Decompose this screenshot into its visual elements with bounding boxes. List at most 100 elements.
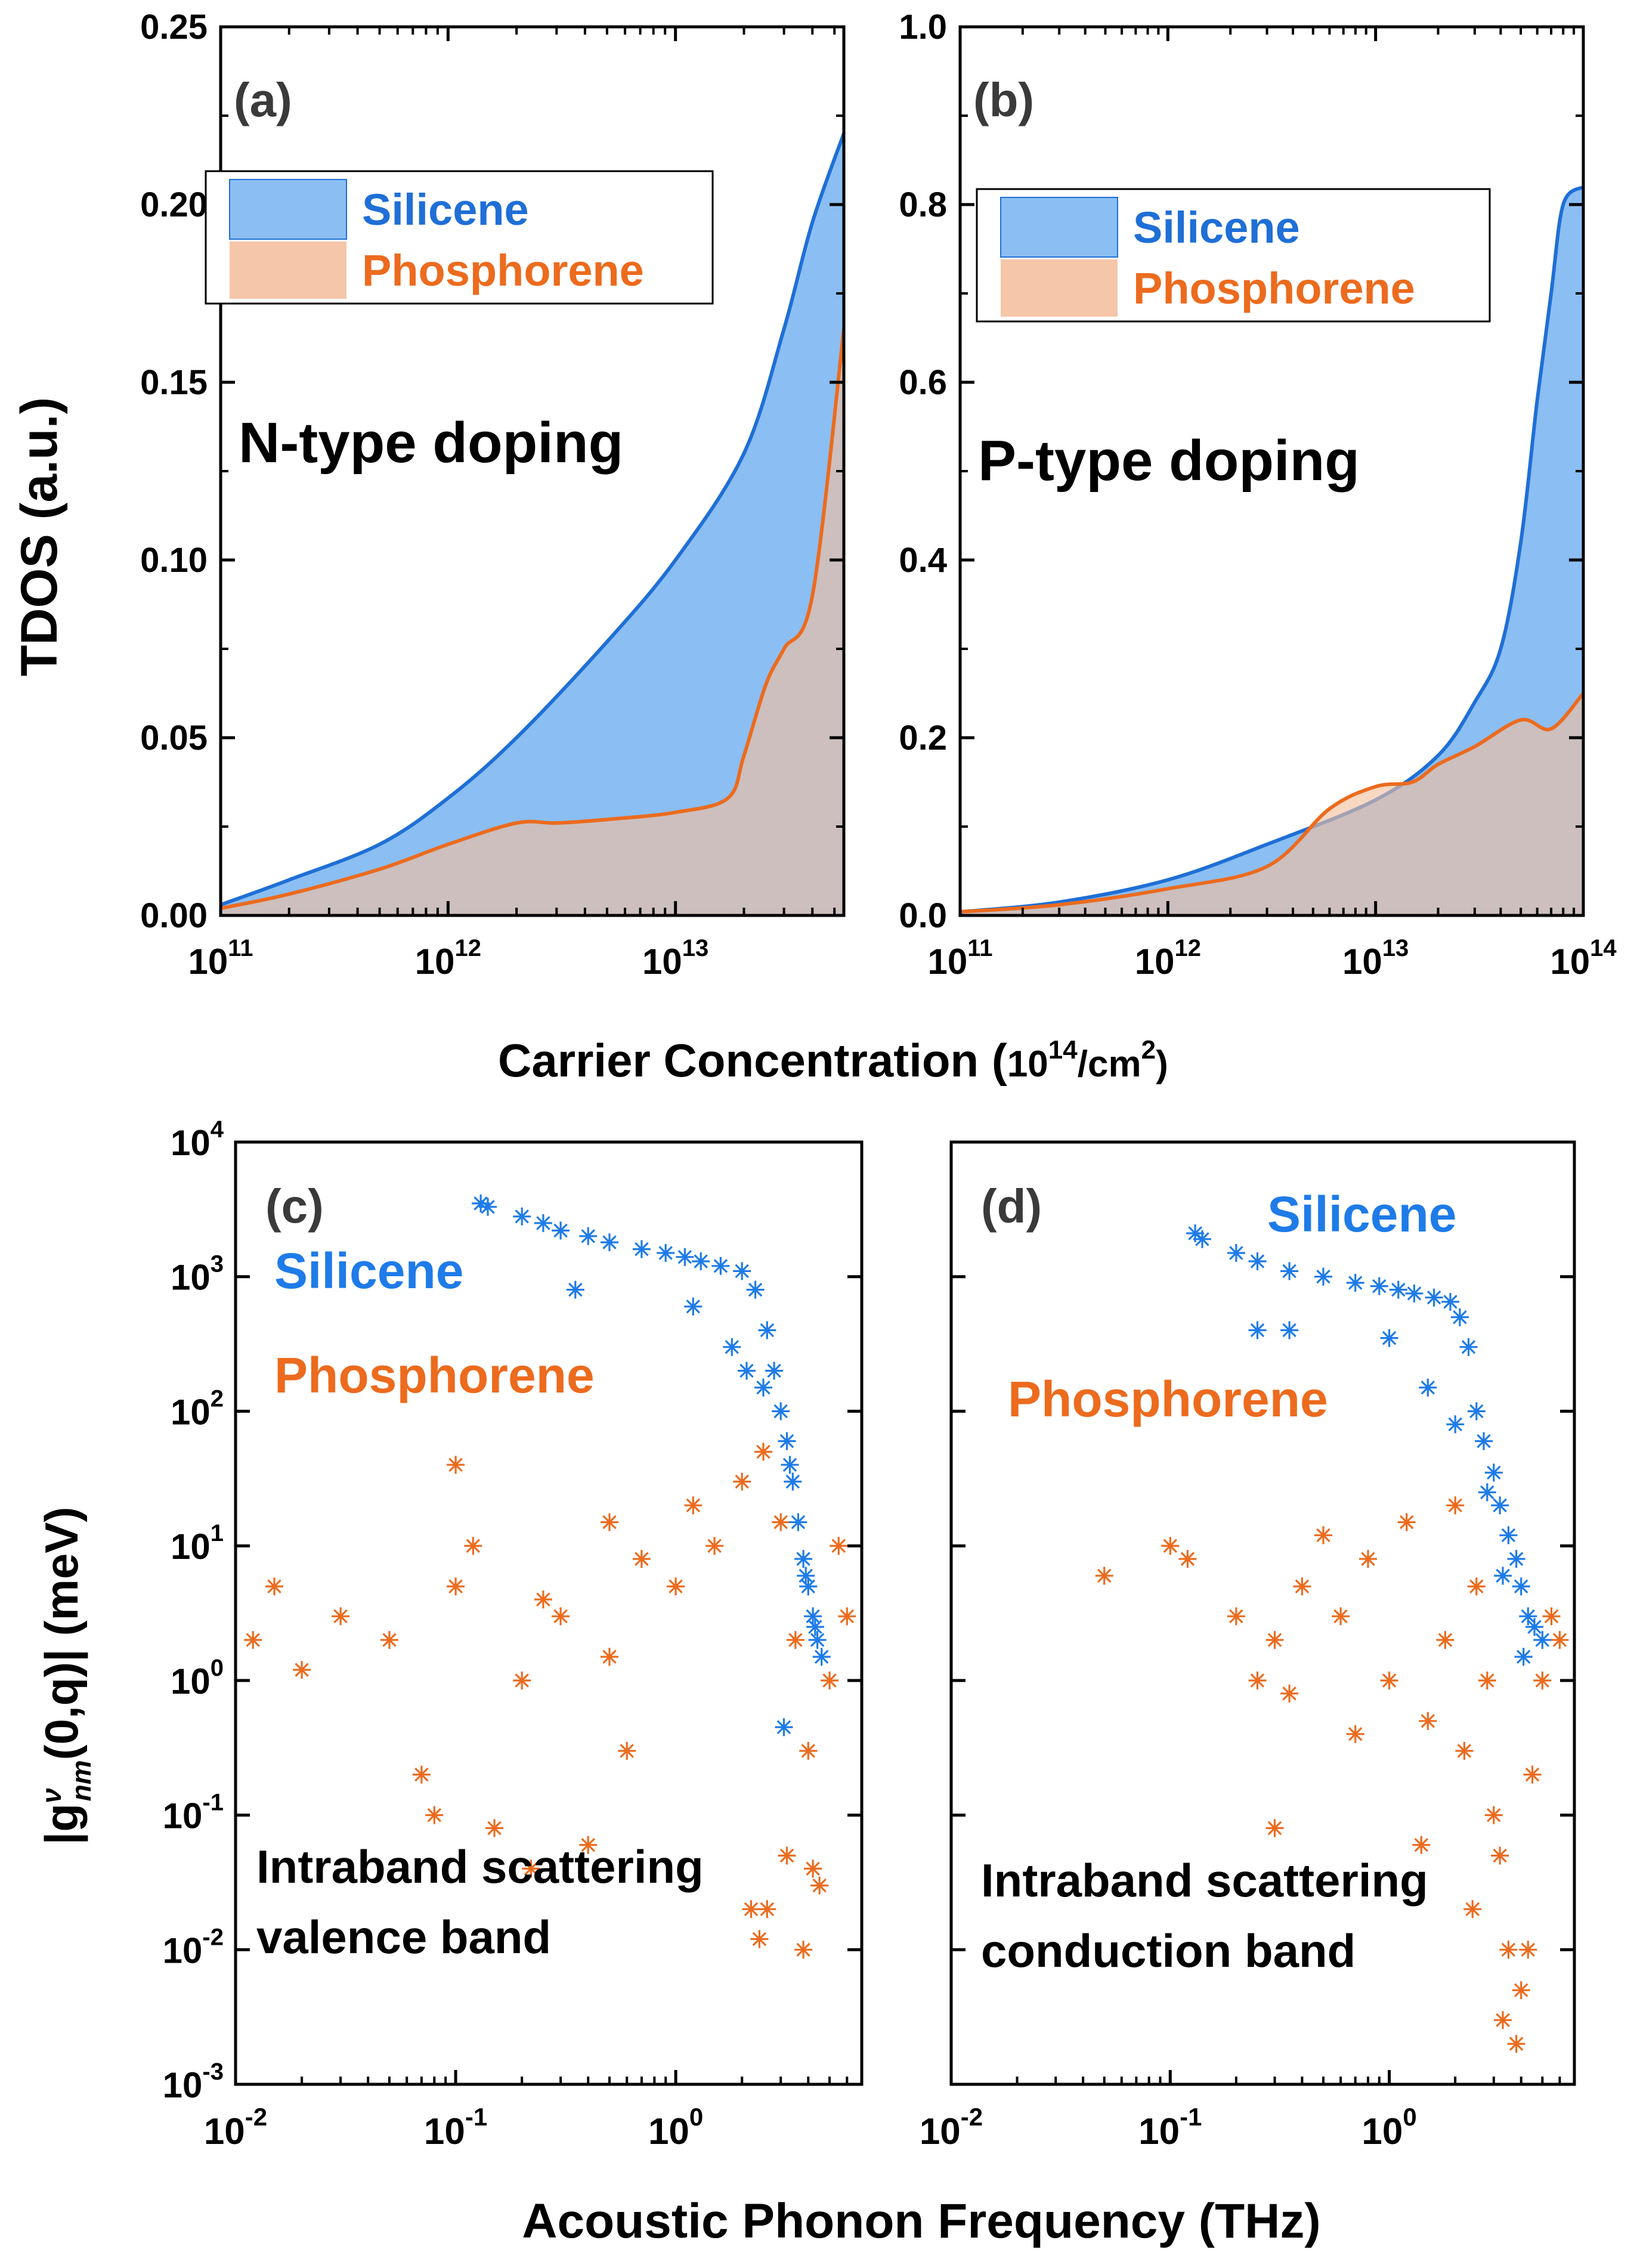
marker-silicene (552, 1221, 570, 1240)
marker-phosphorene (838, 1607, 856, 1626)
marker-silicene (579, 1227, 598, 1245)
x-tick-label-base: 10 (204, 2111, 245, 2152)
y-tick-label-exp: -1 (202, 1790, 224, 1816)
top-y-axis-title: TDOS (a.u.) (11, 397, 68, 676)
top-x-axis-title-unit: 10 (1007, 1044, 1048, 1085)
y-tick-label: 10-3 (163, 2059, 224, 2105)
marker-phosphorene (1484, 1806, 1503, 1824)
marker-phosphorene (632, 1550, 651, 1568)
x-tick-label: 10-2 (920, 2103, 983, 2152)
marker-phosphorene (1346, 1725, 1364, 1743)
marker-silicene (738, 1362, 756, 1380)
marker-phosphorene (1095, 1567, 1113, 1585)
top-x-axis-title-tail: /cm (1078, 1044, 1141, 1085)
marker-phosphorene (1533, 1671, 1552, 1690)
marker-phosphorene (794, 1941, 813, 1959)
x-tick-label-base: 10 (927, 942, 967, 982)
marker-phosphorene (1397, 1513, 1416, 1531)
marker-phosphorene (1463, 1900, 1482, 1919)
marker-silicene (797, 1567, 815, 1585)
area-silicene (221, 133, 844, 915)
top-x-axis-title: Carrier Concentration (1014/cm2) (498, 1034, 1168, 1087)
marker-phosphorene (1436, 1630, 1455, 1649)
top-x-axis-title-main: Carrier Concentration ( (498, 1034, 1007, 1087)
marker-silicene (1248, 1252, 1267, 1270)
x-tick-label-base: 10 (1342, 942, 1382, 982)
marker-phosphorene (754, 1443, 772, 1461)
bottom-y-axis-title-sup: ν (36, 1788, 67, 1803)
y-tick-label: 100 (171, 1655, 224, 1701)
marker-silicene (1475, 1432, 1493, 1450)
marker-phosphorene (684, 1496, 703, 1515)
marker-phosphorene (1248, 1671, 1267, 1690)
y-tick-label-base: 10 (171, 1258, 211, 1298)
marker-phosphorene (705, 1537, 724, 1555)
marker-phosphorene (1507, 2035, 1525, 2053)
marker-silicene (806, 1618, 824, 1636)
plot-area (221, 132, 844, 915)
marker-silicene (1227, 1244, 1245, 1262)
marker-phosphorene (425, 1806, 444, 1824)
y-tick-label-exp: 4 (211, 1116, 224, 1143)
marker-phosphorene (1293, 1577, 1311, 1596)
x-tick-label-exp: -1 (1180, 2103, 1202, 2131)
marker-silicene (723, 1338, 741, 1356)
marker-silicene (1370, 1277, 1388, 1295)
marker-phosphorene (1227, 1607, 1245, 1626)
x-tick-label: 10-1 (1138, 2103, 1202, 2152)
marker-silicene (1380, 1329, 1398, 1347)
series-label-silicene: Silicene (1267, 1186, 1457, 1242)
bottom-y-axis-title-post: (0,q)| (meV) (35, 1507, 88, 1760)
marker-silicene (513, 1207, 531, 1226)
y-tick-label: 0.4 (899, 541, 947, 580)
x-tick-label: 1014 (1550, 935, 1617, 982)
marker-phosphorene (447, 1577, 465, 1596)
marker-silicene (632, 1240, 651, 1258)
x-tick-label-base: 10 (920, 2111, 961, 2152)
x-tick-label: 1013 (1342, 935, 1409, 982)
top-x-axis-title-exp2: 2 (1141, 1035, 1156, 1065)
y-tick-label: 103 (171, 1251, 224, 1298)
marker-phosphorene (1178, 1550, 1197, 1568)
marker-phosphorene (1419, 1712, 1437, 1730)
y-tick-label-exp: 1 (211, 1520, 224, 1546)
series-label-phosphorene: Phosphorene (274, 1347, 595, 1403)
y-tick-label-base: 10 (163, 1930, 203, 1970)
marker-silicene (676, 1248, 694, 1266)
x-tick-label: 1013 (642, 935, 708, 982)
marker-silicene (1519, 1607, 1537, 1626)
marker-silicene (534, 1214, 552, 1232)
legend-swatch-silicene (1000, 197, 1118, 258)
marker-phosphorene (804, 1859, 822, 1878)
plot-area (1095, 1224, 1569, 2053)
marker-silicene (781, 1456, 799, 1474)
series-label-silicene: Silicene (274, 1243, 464, 1299)
x-tick-label-base: 10 (642, 942, 682, 982)
y-tick-label: 1.0 (899, 8, 947, 47)
marker-silicene (479, 1198, 497, 1216)
legend-swatch-phosphorene (230, 242, 346, 299)
y-tick-label: 0.20 (140, 185, 208, 224)
marker-phosphorene (1512, 1981, 1530, 2000)
marker-phosphorene (1265, 1819, 1284, 1837)
doping-annotation: P-type doping (978, 429, 1360, 493)
marker-phosphorene (772, 1513, 790, 1531)
x-tick-label-exp: 11 (967, 935, 992, 961)
scatter-annotation-line2: conduction band (981, 1924, 1356, 1977)
panel-letter: (b) (973, 73, 1034, 126)
marker-phosphorene (830, 1537, 848, 1555)
marker-phosphorene (552, 1607, 570, 1626)
marker-phosphorene (1494, 2011, 1512, 2029)
marker-phosphorene (1491, 1846, 1509, 1865)
marker-silicene (812, 1648, 831, 1666)
marker-silicene (1499, 1526, 1518, 1545)
marker-phosphorene (799, 1741, 818, 1760)
legend-label-silicene: Silicene (1133, 203, 1300, 252)
marker-silicene (1459, 1338, 1478, 1356)
series-label-phosphorene: Phosphorene (1008, 1371, 1328, 1427)
marker-phosphorene (786, 1630, 804, 1649)
y-tick-label: 0.0 (899, 896, 947, 935)
y-tick-label-exp: 3 (211, 1251, 224, 1277)
